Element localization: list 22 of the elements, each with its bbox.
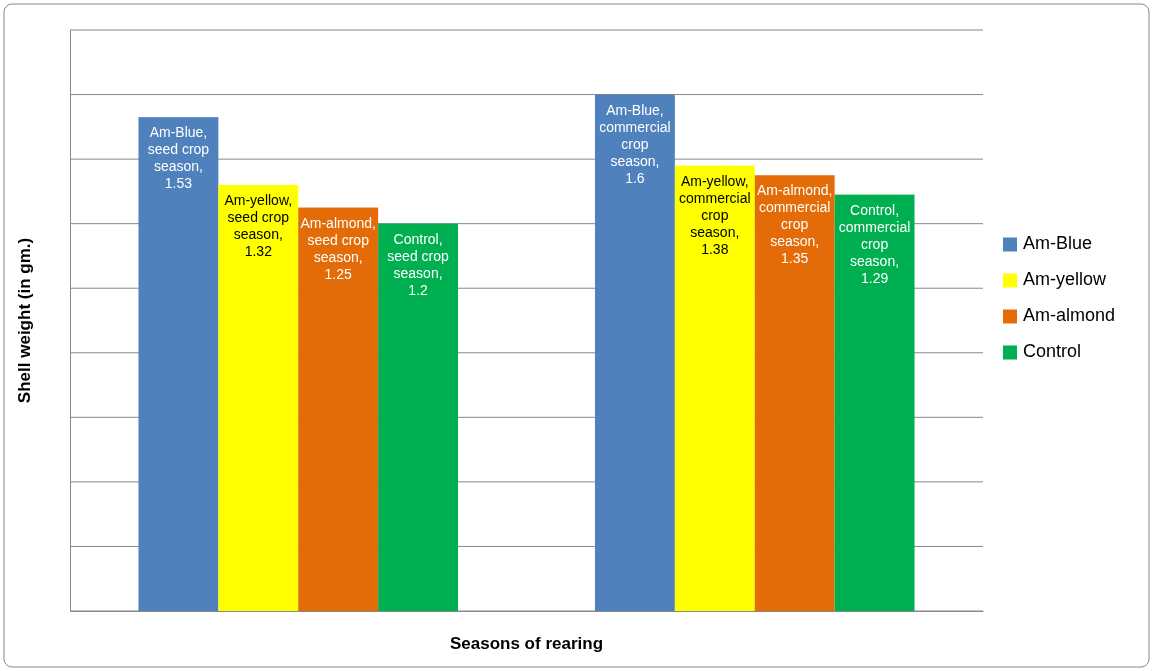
data-label: Am-Blue, seed crop season, 1.53: [147, 124, 210, 192]
legend-label: Am-yellow: [1023, 268, 1108, 289]
bar: [754, 175, 835, 611]
bar: [378, 223, 459, 611]
bar: [298, 207, 379, 611]
bar: [218, 184, 299, 611]
data-label: Control, seed crop season, 1.2: [387, 230, 450, 298]
bar: [594, 94, 675, 611]
bar: [674, 165, 755, 611]
legend-label: Am-almond: [1023, 304, 1116, 325]
bar: [834, 194, 915, 611]
data-label: Control, commercial crop season, 1.29: [838, 201, 911, 286]
y-axis-title: Shell weight (in gm.): [15, 237, 34, 404]
data-label: Am-yellow, commercial crop season, 1.38: [679, 172, 751, 257]
data-label: Am-almond, commercial crop season, 1.35: [756, 182, 833, 267]
bar: [138, 117, 219, 611]
x-axis-title: Seasons of rearing: [449, 634, 604, 653]
data-label: Am-Blue, commercial crop season, 1.6: [599, 101, 671, 186]
data-label: Am-almond, seed crop season, 1.25: [300, 214, 376, 282]
legend-label: Am-Blue: [1023, 232, 1093, 253]
data-label: Am-yellow, seed crop season, 1.32: [224, 191, 293, 259]
legend-label: Control: [1023, 340, 1082, 361]
